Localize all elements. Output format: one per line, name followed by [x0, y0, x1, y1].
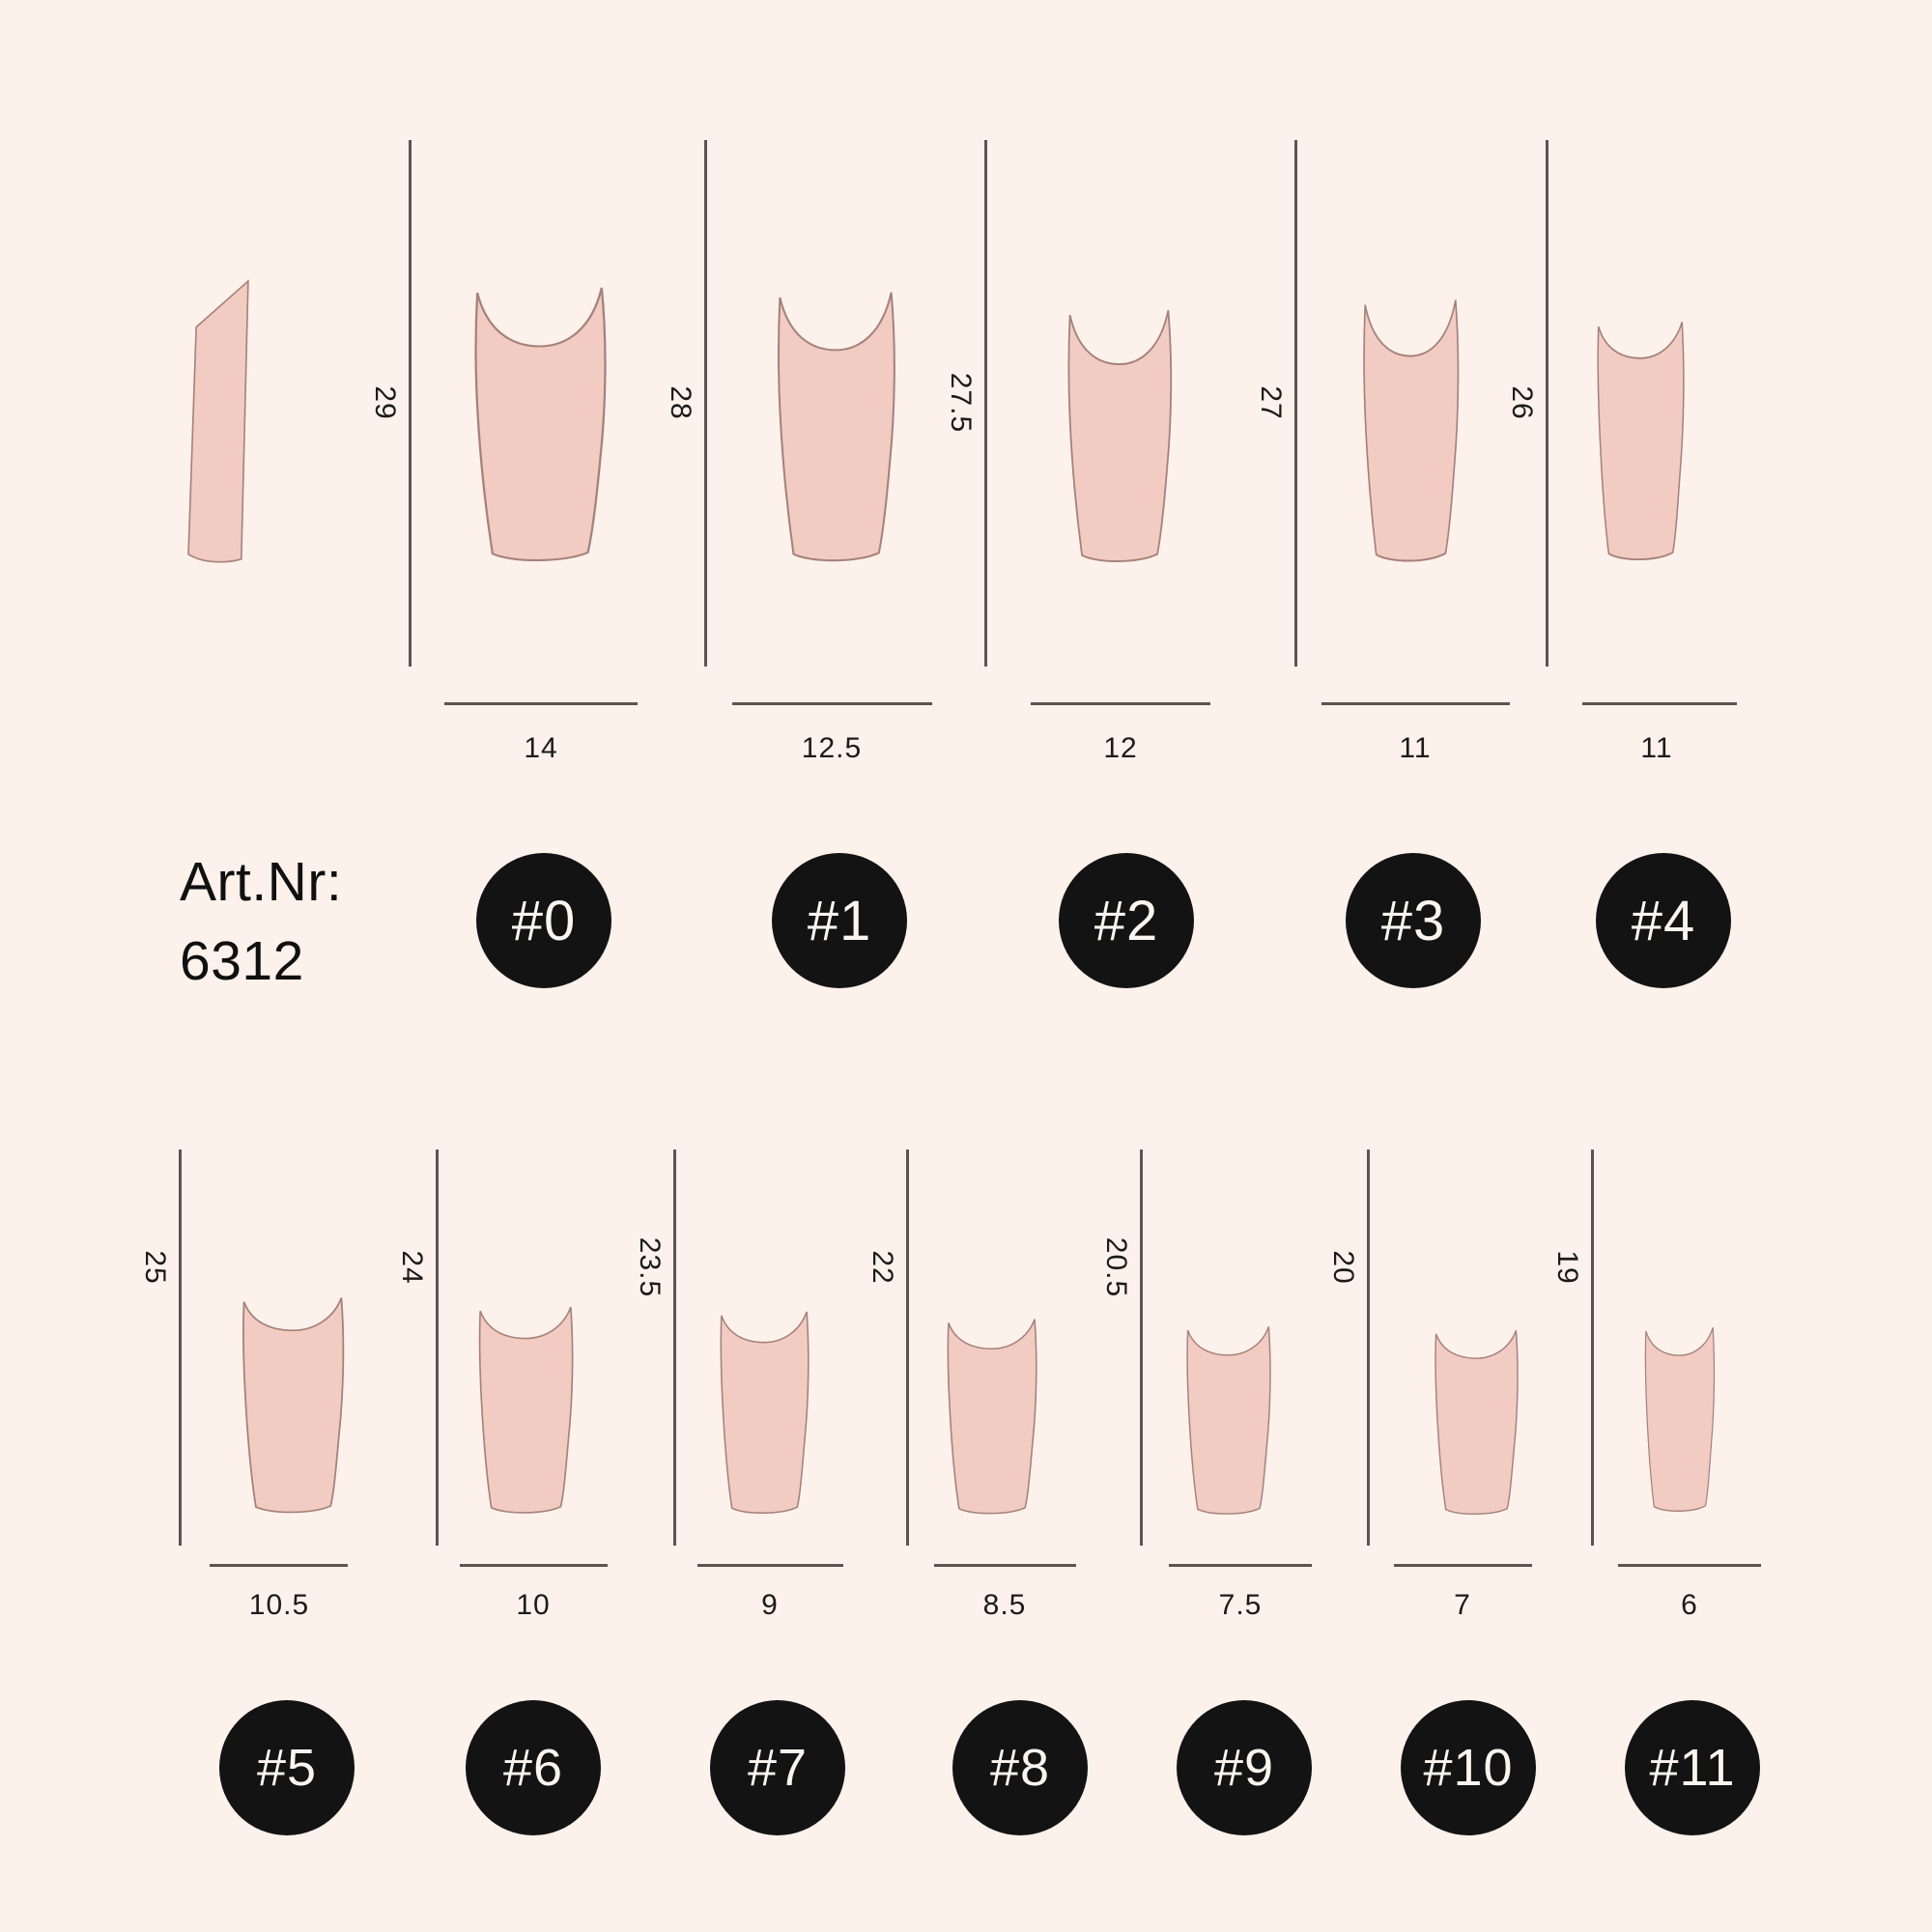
height-label: 26: [1506, 385, 1538, 420]
size-badge-9: #9: [1177, 1700, 1312, 1835]
nail-tip-3: [1360, 293, 1461, 573]
nail-tip-11: [1642, 1321, 1717, 1521]
nail-tip-4: [1594, 313, 1687, 573]
badge-label: #9: [1213, 1739, 1275, 1797]
width-line: [697, 1564, 843, 1567]
width-label: 14: [524, 732, 558, 764]
width-label: 10.5: [248, 1589, 310, 1621]
badge-label: #10: [1423, 1739, 1514, 1797]
size-badge-6: #6: [466, 1700, 601, 1835]
width-label: 6: [1681, 1589, 1698, 1621]
size-badge-11: #11: [1625, 1700, 1760, 1835]
badge-label: #5: [256, 1739, 318, 1797]
height-line: [984, 140, 987, 667]
size-badge-7: #7: [710, 1700, 845, 1835]
badge-label: #4: [1631, 889, 1696, 952]
badge-label: #11: [1649, 1739, 1736, 1797]
size-badge-10: #10: [1401, 1700, 1536, 1835]
width-label: 11: [1640, 732, 1673, 764]
height-label: 20: [1327, 1250, 1359, 1285]
size-badge-2: #2: [1059, 853, 1194, 988]
height-label: 27.5: [945, 372, 977, 434]
width-label: 8.5: [982, 1589, 1027, 1621]
height-line: [1140, 1150, 1143, 1546]
badge-label: #2: [1094, 889, 1159, 952]
size-badge-3: #3: [1346, 853, 1481, 988]
width-label: 12: [1103, 732, 1138, 764]
badge-label: #0: [511, 889, 577, 952]
nail-tip-0: [470, 280, 609, 573]
size-badge-0: #0: [476, 853, 611, 988]
width-label: 7.5: [1218, 1589, 1263, 1621]
article-number-value: 6312: [180, 930, 304, 992]
badge-label: #6: [502, 1739, 564, 1797]
height-line: [704, 140, 707, 667]
height-line: [409, 140, 412, 667]
article-number: Art.Nr: 6312: [180, 842, 342, 1001]
nail-tip-9: [1183, 1320, 1273, 1524]
size-badge-1: #1: [772, 853, 907, 988]
width-line: [444, 702, 638, 705]
badge-label: #8: [989, 1739, 1051, 1797]
nail-tip-6: [475, 1299, 576, 1524]
nail-tip-7: [717, 1304, 811, 1524]
height-label: 20.5: [1100, 1236, 1132, 1298]
width-line: [1169, 1564, 1312, 1567]
width-line: [460, 1564, 608, 1567]
height-label: 29: [369, 385, 401, 420]
nail-tip-10: [1432, 1323, 1520, 1524]
height-line: [1591, 1150, 1594, 1546]
nail-tip-5: [239, 1290, 347, 1524]
size-badge-8: #8: [952, 1700, 1088, 1835]
width-line: [1394, 1564, 1532, 1567]
height-label: 27: [1255, 385, 1287, 420]
width-line: [1031, 702, 1210, 705]
width-line: [210, 1564, 348, 1567]
nail-tip-1: [774, 285, 897, 573]
height-label: 22: [867, 1250, 898, 1285]
width-line: [934, 1564, 1076, 1567]
height-line: [179, 1150, 182, 1546]
height-label: 23.5: [634, 1236, 666, 1298]
height-line: [436, 1150, 439, 1546]
nail-side-profile: [186, 278, 255, 572]
width-label: 9: [761, 1589, 779, 1621]
height-line: [906, 1150, 909, 1546]
width-label: 12.5: [801, 732, 863, 764]
size-badge-4: #4: [1596, 853, 1731, 988]
width-line: [1582, 702, 1737, 705]
width-line: [1618, 1564, 1761, 1567]
badge-label: #7: [747, 1739, 809, 1797]
nail-tip-2: [1065, 303, 1174, 573]
height-line: [1294, 140, 1297, 667]
height-label: 24: [396, 1250, 428, 1285]
height-line: [1546, 140, 1548, 667]
height-label: 28: [665, 385, 696, 420]
height-line: [673, 1150, 676, 1546]
height-line: [1367, 1150, 1370, 1546]
size-badge-5: #5: [219, 1700, 355, 1835]
height-label: 25: [139, 1250, 171, 1285]
width-line: [732, 702, 932, 705]
badge-label: #1: [807, 889, 872, 952]
article-number-label: Art.Nr:: [180, 851, 343, 913]
height-label: 19: [1551, 1250, 1583, 1285]
badge-label: #3: [1380, 889, 1446, 952]
width-label: 11: [1399, 732, 1432, 764]
width-label: 10: [516, 1589, 551, 1621]
width-line: [1321, 702, 1510, 705]
nail-tip-8: [944, 1312, 1039, 1524]
width-label: 7: [1454, 1589, 1471, 1621]
